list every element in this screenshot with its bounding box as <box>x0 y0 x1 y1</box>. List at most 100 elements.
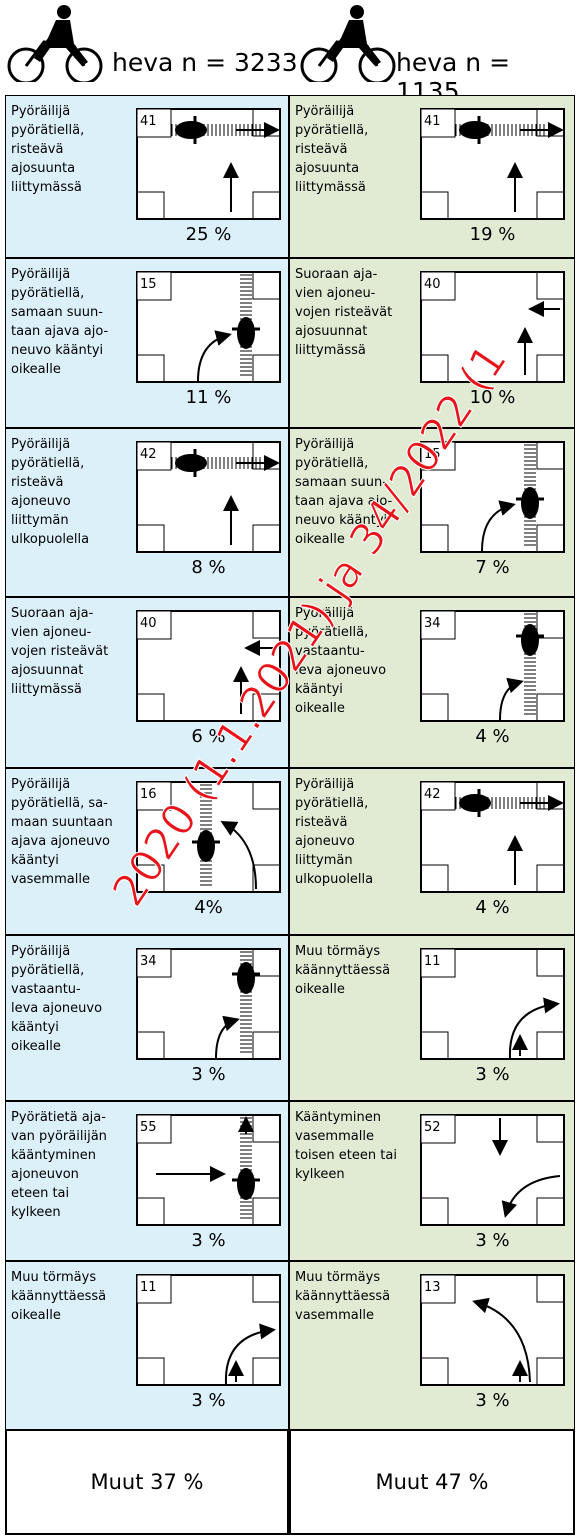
code: 15 <box>140 277 157 292</box>
corner <box>136 1031 165 1060</box>
code-box <box>420 1114 456 1144</box>
diagram-frame <box>420 1274 565 1386</box>
corner <box>252 864 281 893</box>
description: Pyöräilijä pyörätiellä, risteävä ajosuunta l… <box>11 102 84 197</box>
cell: Pyöräilijä pyörätiellä, risteävä ajosuunta l… <box>5 95 289 258</box>
corner <box>252 1357 281 1386</box>
percentage: 3 % <box>475 1230 510 1251</box>
description-line: ajosuunnat <box>11 663 84 678</box>
percentage: 4 % <box>475 726 510 747</box>
cell: Muu törmäys käännyttäessä oikealle 11 3 % <box>5 1261 289 1430</box>
corner <box>536 524 565 553</box>
description-line: Muu törmäys <box>11 1270 97 1285</box>
cell: Muut 37 % <box>5 1430 289 1535</box>
corner <box>536 1357 565 1386</box>
description-line: neuvo kääntyi <box>295 513 388 528</box>
code: 15 <box>424 447 441 462</box>
corner <box>252 1031 281 1060</box>
description-line: käännyttäessä <box>11 1289 107 1304</box>
diagram-frame <box>420 948 565 1060</box>
cell: Pyöräilijä pyörätiellä, vastaantu-leva ajo… <box>289 597 575 768</box>
corner <box>536 441 565 470</box>
code-box <box>136 108 172 138</box>
corner <box>252 108 281 137</box>
description-line: Pyöräilijä <box>295 777 355 792</box>
diagram-frame <box>136 271 281 383</box>
corner <box>252 271 281 300</box>
description-line: vasemmalle <box>11 872 90 887</box>
other-share: Muut 37 % <box>90 1470 204 1494</box>
description-line: ulkopuolella <box>295 872 374 887</box>
description-line: ajoneuvo <box>11 494 71 509</box>
percentage: 7 % <box>475 557 510 578</box>
percentage: 25 % <box>185 224 232 245</box>
cell: Kääntyminen vasemmalle toisen eteen tai kyl… <box>289 1101 575 1261</box>
cyclist <box>459 794 491 812</box>
corner <box>420 354 449 383</box>
corner <box>536 108 565 137</box>
code-box <box>136 610 172 640</box>
corner <box>136 354 165 383</box>
diagram <box>136 1114 281 1226</box>
description-line: liittymässä <box>11 180 82 195</box>
corner <box>252 191 281 220</box>
corner <box>252 610 281 639</box>
corner <box>252 354 281 383</box>
corner <box>536 781 565 810</box>
description-line: risteävä <box>295 142 348 157</box>
description-line: vien ajoneu- <box>11 625 92 640</box>
corner <box>536 271 565 300</box>
corner <box>252 1197 281 1226</box>
code: 13 <box>424 1280 441 1295</box>
arrow <box>499 677 524 721</box>
description-line: van pyöräilijän <box>11 1129 107 1144</box>
description-line: vojen risteävät <box>11 644 109 659</box>
description-line: samaan suun- <box>11 305 103 320</box>
diagram-frame <box>420 610 565 722</box>
code-box <box>136 441 172 471</box>
diagram <box>420 781 565 893</box>
cell: Muu törmäys käännyttäessä vasemmalle 13 3 % <box>289 1261 575 1430</box>
diagram-frame <box>136 948 281 1060</box>
corner <box>536 1274 565 1303</box>
code: 11 <box>140 1280 157 1295</box>
description: Pyörätietä aja-van pyöräilijän kääntymine… <box>11 1108 107 1222</box>
cell: Pyöräilijä pyörätiellä, sa-maan suuntaan a… <box>5 768 289 935</box>
corner <box>536 354 565 383</box>
description-line: Pyöräilijä <box>11 267 71 282</box>
diagram <box>136 441 281 553</box>
percentage: 3 % <box>191 1064 226 1085</box>
diagram <box>420 108 565 220</box>
description-line: samaan suun- <box>295 475 387 490</box>
description-line: Pyöräilijä <box>11 437 71 452</box>
description-line: oikealle <box>11 1039 61 1054</box>
description-line: Kääntyminen <box>295 1110 382 1125</box>
code: 41 <box>140 114 157 129</box>
description-line: oikealle <box>11 362 61 377</box>
description-line: leva ajoneuvo <box>11 1001 103 1016</box>
description: Suoraan aja-vien ajoneu-vojen risteävät a… <box>11 604 108 699</box>
description-line: vojen risteävät <box>295 305 393 320</box>
corner <box>136 864 165 893</box>
description-line: Pyöräilijä <box>295 606 355 621</box>
code-box <box>420 108 456 138</box>
percentage: 4 % <box>475 897 510 918</box>
corner <box>536 1031 565 1060</box>
corner <box>136 1197 165 1226</box>
code-box <box>136 1274 172 1304</box>
diagram <box>136 781 281 893</box>
diagram-frame <box>136 1114 281 1226</box>
diagram <box>136 948 281 1060</box>
corner <box>252 781 281 810</box>
code: 52 <box>424 1120 441 1135</box>
corner <box>252 1114 281 1143</box>
code-box <box>136 781 172 811</box>
diagram <box>420 441 565 553</box>
code: 16 <box>140 787 157 802</box>
description: Pyöräilijä pyörätiellä, vastaantu-leva ajo… <box>11 942 102 1056</box>
arrow <box>197 330 232 382</box>
percentage: 6 % <box>191 726 226 747</box>
description-line: oikealle <box>295 982 345 997</box>
description-line: pyörätiellä, <box>11 123 85 138</box>
